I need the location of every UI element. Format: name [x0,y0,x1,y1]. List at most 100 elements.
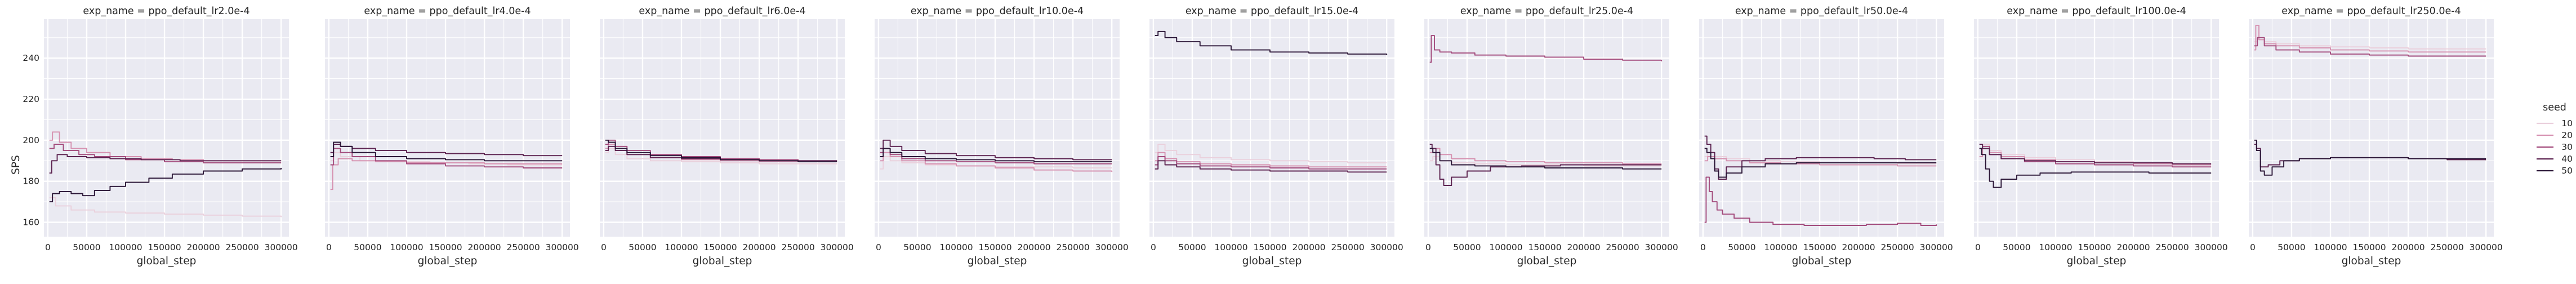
x-tick-label: 150000 [429,242,462,252]
series-line-seed-30 [1979,145,2212,168]
series-line-seed-30 [330,148,563,168]
facet-title: exp_name = ppo_default_lr15.0e-4 [1186,6,1358,17]
x-tick-label: 0 [2250,242,2256,252]
facet-title: exp_name = ppo_default_lr25.0e-4 [1460,6,1633,17]
x-tick-label: 0 [45,242,51,252]
series-line-seed-30 [1704,176,1937,226]
x-tick-label: 100000 [1214,242,1247,252]
series-line-seed-50 [2254,139,2486,176]
y-tick-label: 200 [23,135,39,145]
x-tick-label: 50000 [354,242,381,252]
series-line-seed-30 [1155,156,1387,170]
series-line-seed-40 [330,144,563,157]
y-axis-label: SPS [10,155,22,175]
x-tick-label: 300000 [1095,242,1129,252]
series-line-seed-40 [49,154,282,174]
x-tick-label: 300000 [1645,242,1678,252]
plot-background [1974,19,2219,237]
series-line-seed-20 [2254,24,2486,53]
series-line-seed-20 [1429,148,1662,165]
x-tick-label: 250000 [2156,242,2189,252]
x-tick-label: 0 [1151,242,1156,252]
x-axis-label: global_step [137,255,197,267]
facet-panel: 0 50000 100000 150000 200000 250000 300000 exp_… [600,6,854,267]
x-tick-label: 0 [1975,242,1981,252]
x-tick-label: 200000 [2392,242,2425,252]
x-axis-label: global_step [418,255,478,267]
facet-panel: 0 50000 100000 150000 200000 250000 300000 exp_… [1149,6,1403,267]
x-tick-label: 250000 [1331,242,1365,252]
facet-title: exp_name = ppo_default_lr50.0e-4 [1735,6,1908,17]
x-tick-label: 300000 [546,242,579,252]
facet-panel: 0 50000 100000 150000 200000 250000 300000 exp_… [1424,6,1678,267]
x-tick-label: 200000 [468,242,501,252]
legend-label-seed-30: 30 [2561,142,2573,152]
legend-label-seed-40: 40 [2561,154,2573,164]
series-line-seed-10 [605,148,837,165]
x-tick-label: 300000 [821,242,854,252]
x-axis-label: global_step [1517,255,1577,267]
x-tick-label: 150000 [1253,242,1286,252]
x-tick-label: 250000 [1057,242,1090,252]
legend-title: seed [2543,102,2566,113]
series-line-seed-30 [1429,35,1663,63]
x-tick-label: 150000 [2352,242,2386,252]
x-tick-label: 0 [876,242,881,252]
legend-label-seed-10: 10 [2561,118,2573,128]
x-tick-label: 0 [326,242,332,252]
plot-background [600,19,845,237]
facet-panel: 0 50000 100000 150000 200000 250000 300000 exp_… [1699,6,1953,267]
series-line-seed-10 [49,197,282,218]
x-tick-label: 0 [1700,242,1706,252]
x-tick-label: 100000 [390,242,423,252]
x-tick-label: 250000 [1881,242,1914,252]
x-tick-label: 200000 [1567,242,1601,252]
legend: seed 10 20 30 40 50 [2537,102,2573,176]
x-tick-label: 0 [601,242,607,252]
facet-title: exp_name = ppo_default_lr100.0e-4 [2007,6,2186,17]
x-axis-label: global_step [2067,255,2127,267]
x-tick-label: 50000 [1728,242,1755,252]
x-tick-label: 200000 [743,242,776,252]
x-tick-label: 200000 [1293,242,1326,252]
x-tick-label: 50000 [2003,242,2030,252]
x-axis-label: global_step [1242,255,1302,267]
x-tick-label: 50000 [2278,242,2305,252]
series-line-seed-10 [880,156,1112,170]
x-tick-label: 250000 [1606,242,1639,252]
series-line-seed-50 [1979,148,2212,188]
x-tick-label: 300000 [2470,242,2503,252]
x-tick-label: 100000 [1489,242,1522,252]
series-line-seed-50 [1429,148,1662,170]
series-line-seed-30 [605,139,837,162]
y-tick-label: 240 [23,53,39,63]
x-tick-label: 150000 [148,242,181,252]
y-tick-label: 220 [23,94,39,104]
series-line-seed-20 [49,131,282,162]
y-tick-label: 160 [23,218,39,228]
x-tick-label: 50000 [1178,242,1206,252]
x-tick-label: 100000 [939,242,973,252]
plot-background [1699,19,1944,237]
series-line-seed-50 [330,141,563,162]
series-line-seed-50 [880,148,1112,163]
x-tick-label: 150000 [2078,242,2111,252]
series-line-seed-20 [1704,156,1937,167]
facet-panel: 0 50000 100000 150000 200000 250000 300000 160 1… [23,6,297,267]
x-tick-label: 50000 [903,242,931,252]
x-tick-label: 150000 [1803,242,1836,252]
x-tick-label: 50000 [73,242,100,252]
x-tick-label: 150000 [703,242,737,252]
x-tick-label: 50000 [629,242,656,252]
legend-label-seed-50: 50 [2561,166,2573,176]
x-tick-label: 200000 [1842,242,1875,252]
x-tick-label: 100000 [665,242,698,252]
series-line-seed-40 [880,139,1112,161]
series-line-seed-50 [1155,30,1388,55]
x-tick-label: 100000 [2039,242,2072,252]
x-tick-label: 50000 [1453,242,1481,252]
plot-background [325,19,570,237]
x-tick-label: 250000 [226,242,259,252]
